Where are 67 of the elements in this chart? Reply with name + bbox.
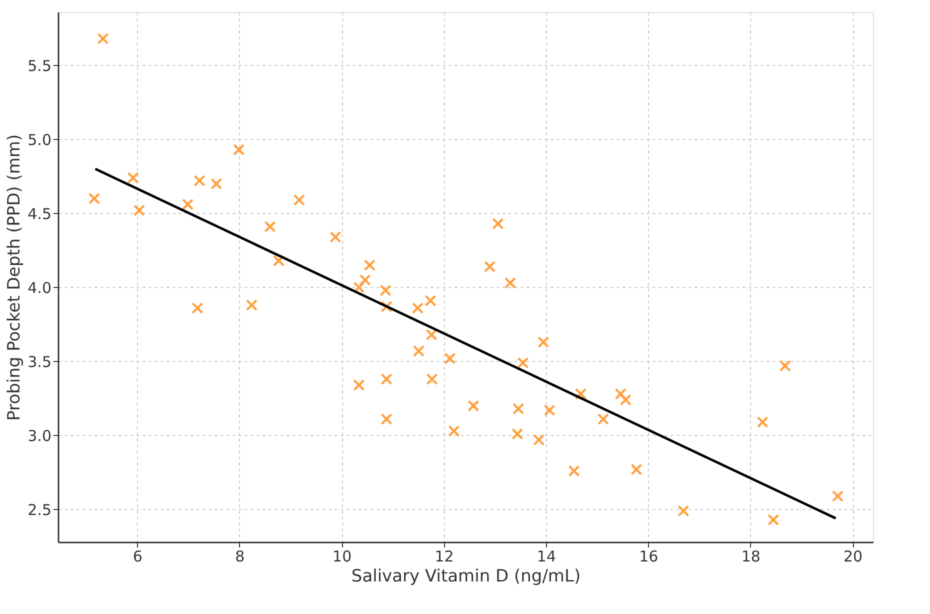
point: [380, 373, 392, 385]
point: [620, 394, 632, 406]
x-tick-label: 20: [844, 548, 863, 566]
point: [272, 254, 285, 267]
point: [444, 352, 456, 364]
point: [768, 514, 780, 526]
point: [756, 416, 768, 428]
point: [614, 388, 626, 400]
point: [532, 434, 545, 446]
point: [512, 402, 524, 415]
point: [246, 299, 258, 311]
point: [194, 174, 206, 187]
point: [97, 32, 109, 44]
point: [448, 425, 460, 437]
point: [484, 260, 496, 272]
point: [597, 413, 610, 425]
point: [127, 172, 139, 184]
point: [492, 218, 504, 230]
point: [426, 373, 438, 385]
point: [353, 379, 365, 391]
y-axis-title: Probing Pocket Depth (PPD) (mm): [4, 134, 25, 421]
y-tick-label: 2.5: [28, 500, 52, 519]
point: [330, 231, 342, 243]
point: [468, 400, 480, 412]
x-axis-title: Salivary Vitamin D (ng/mL): [351, 566, 581, 586]
point: [426, 328, 438, 341]
y-tick-label: 3.0: [28, 426, 52, 445]
x-tick-label: 14: [536, 548, 556, 566]
point: [293, 194, 306, 206]
point: [424, 294, 436, 307]
x-tick-label: 10: [332, 548, 352, 566]
x-tick-label: 16: [639, 548, 658, 566]
x-tick-label: 12: [434, 548, 454, 566]
point: [380, 300, 392, 312]
point: [544, 404, 556, 416]
point: [517, 357, 529, 369]
y-tick-label: 4.5: [28, 204, 52, 223]
y-tick-label: 4.0: [28, 278, 52, 297]
point: [504, 277, 516, 289]
point: [182, 198, 194, 210]
point: [264, 220, 276, 233]
x-tick-label: 18: [741, 548, 760, 566]
point: [133, 204, 146, 216]
x-tick-label: 6: [132, 548, 142, 566]
point: [88, 192, 100, 204]
point: [779, 360, 791, 372]
point: [210, 178, 222, 190]
point: [512, 428, 524, 440]
point: [359, 274, 371, 286]
point: [353, 282, 365, 294]
point: [364, 259, 376, 271]
point: [678, 505, 690, 517]
point: [568, 465, 580, 477]
point: [380, 284, 392, 296]
point: [380, 413, 392, 425]
point: [233, 144, 245, 156]
point: [412, 302, 424, 314]
point: [832, 490, 844, 502]
y-tick-label: 5.0: [28, 130, 52, 149]
point: [412, 345, 425, 357]
y-tick-label: 5.5: [28, 56, 52, 75]
x-tick-label: 8: [235, 548, 245, 566]
point: [574, 388, 587, 400]
y-tick-label: 3.5: [28, 352, 52, 371]
point: [538, 336, 550, 348]
point: [192, 302, 204, 314]
point: [630, 464, 642, 476]
